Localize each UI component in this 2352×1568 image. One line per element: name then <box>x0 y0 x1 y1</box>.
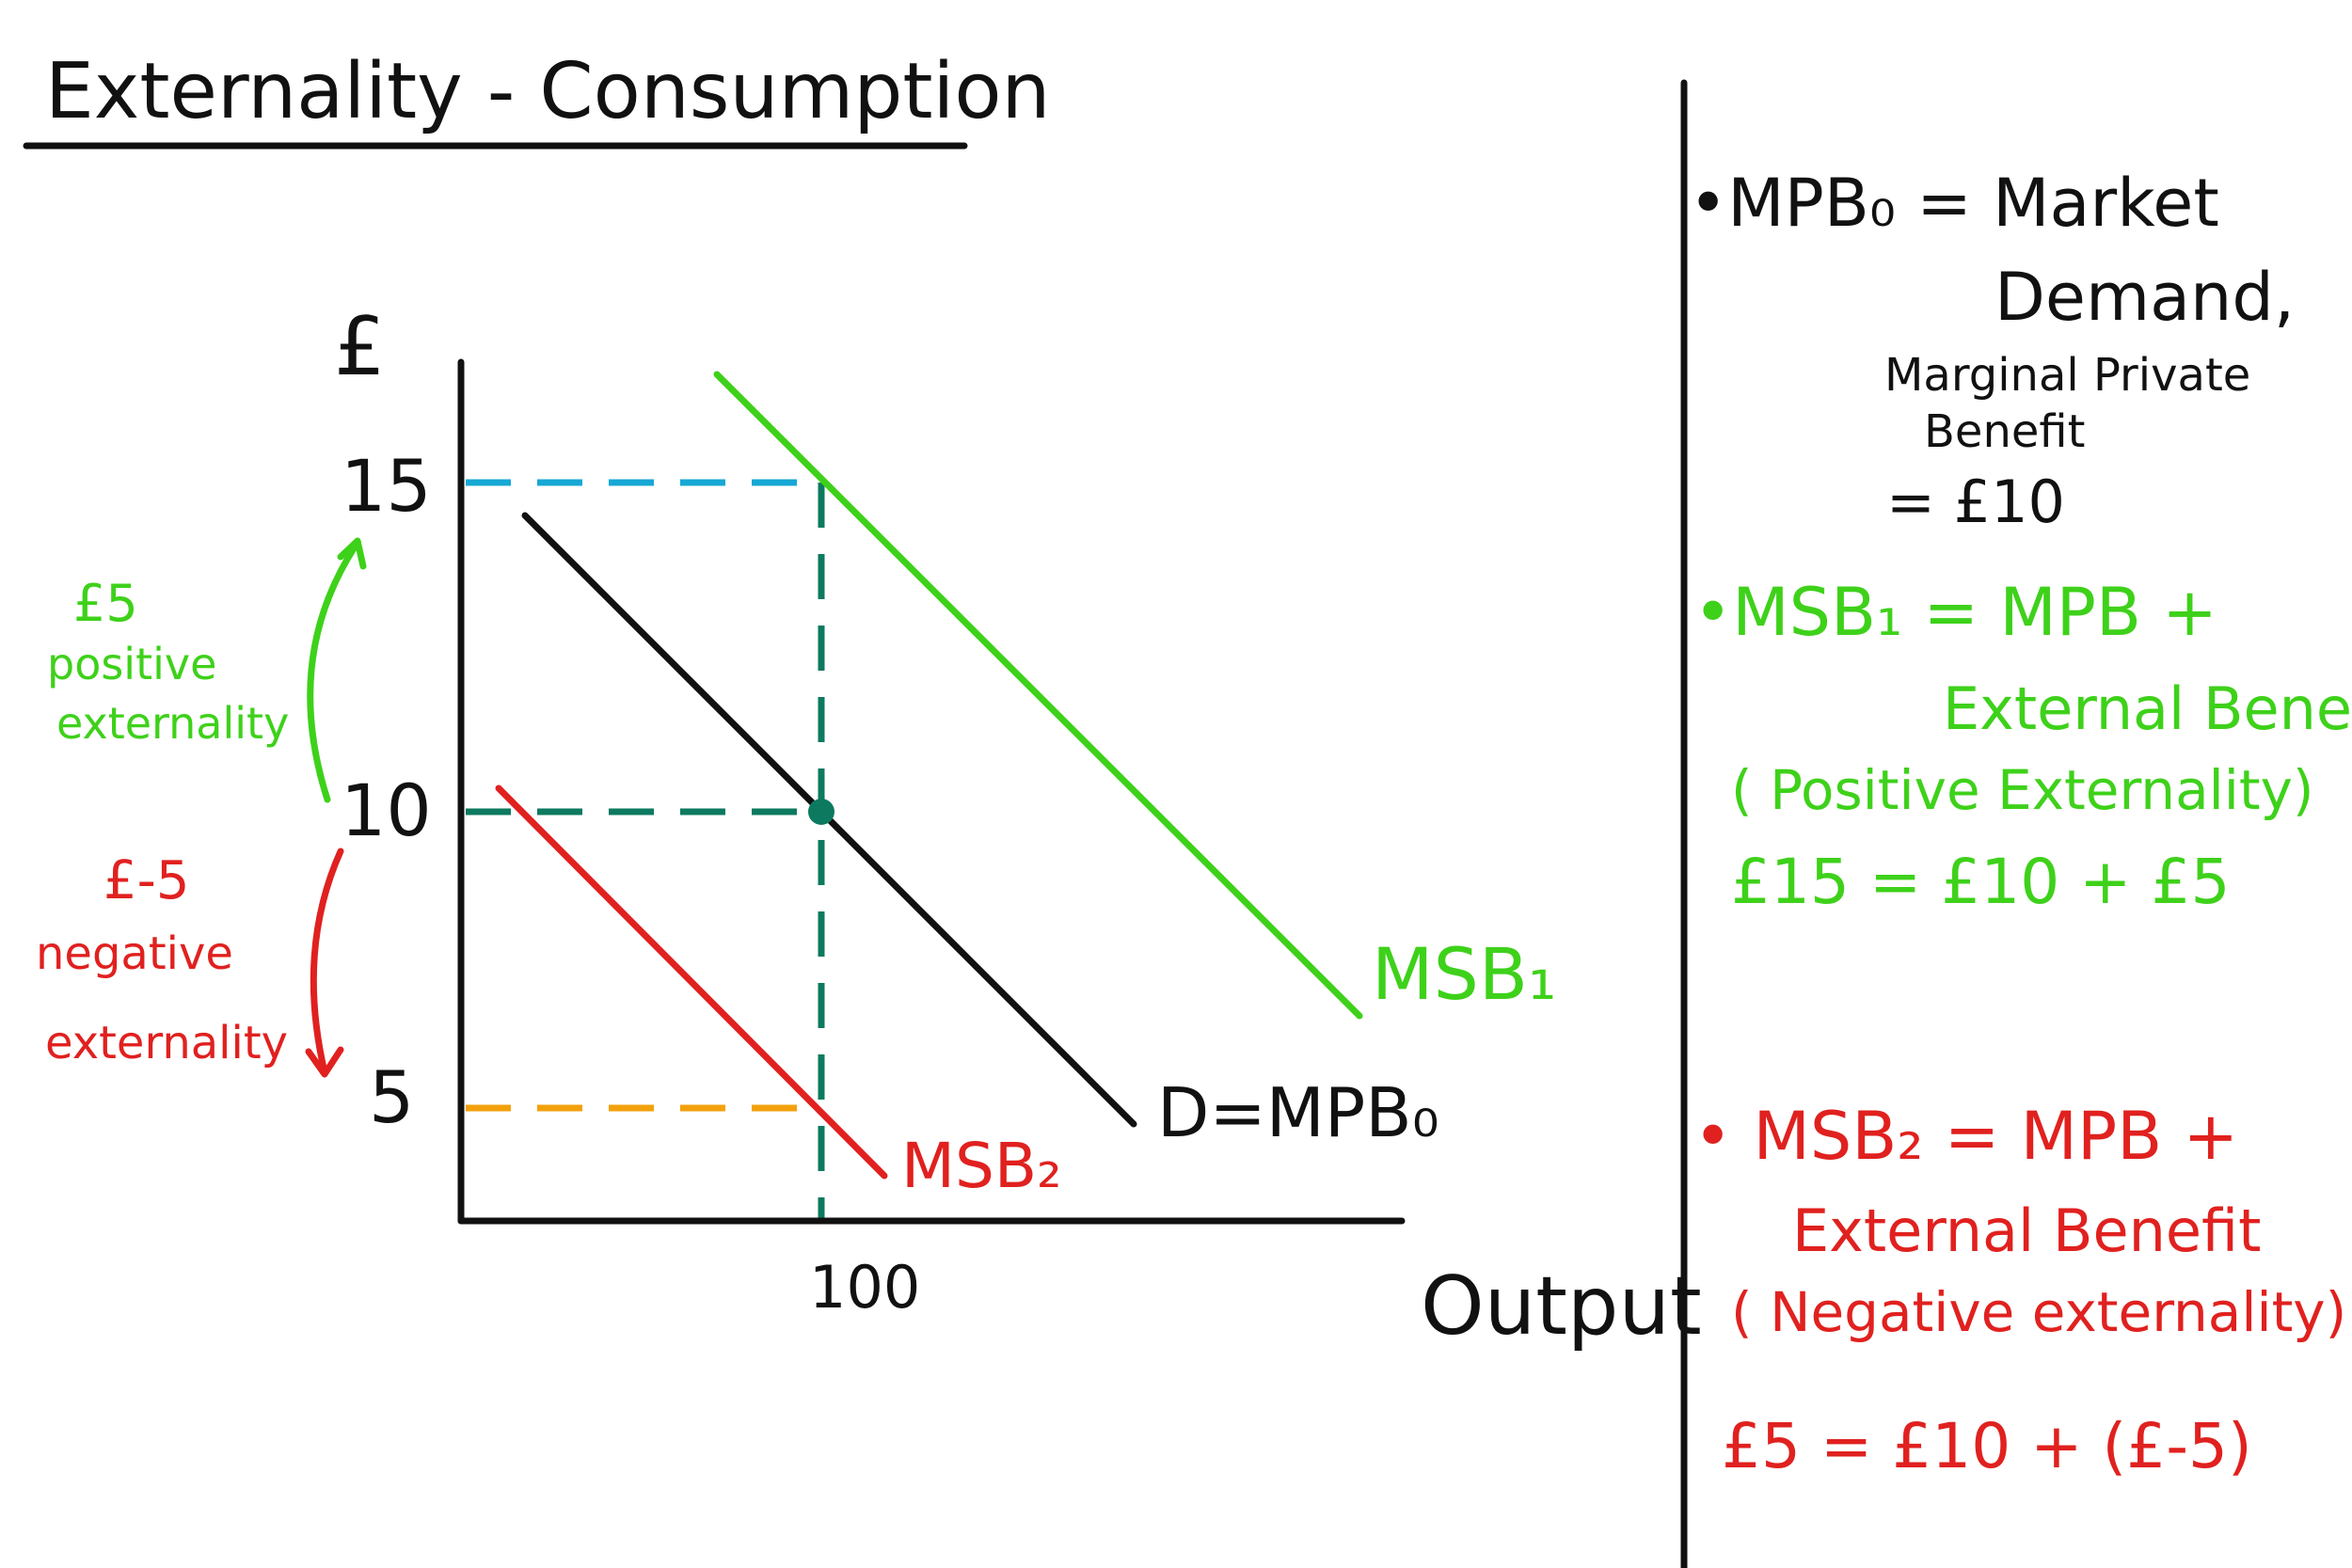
positive-externality-word: externality <box>56 698 289 749</box>
negative-arrowhead <box>305 1046 344 1078</box>
msb1-label: MSB₁ <box>1372 932 1556 1016</box>
negative-amount: £-5 <box>103 850 189 911</box>
msb2-curve <box>495 784 888 1180</box>
page-title: Externality - Consumption <box>45 47 1050 136</box>
msb1-note-line3: ( Positive Externality) <box>1731 758 2314 822</box>
negative-externality-word: externality <box>45 1017 288 1069</box>
negative-arrow <box>310 847 344 1076</box>
x-axis-label: Output <box>1421 1259 1702 1354</box>
msb1-note-line1: •MSB₁ = MPB + <box>1693 574 2217 651</box>
positive-arrow <box>307 542 359 803</box>
positive-arrowhead <box>337 537 367 570</box>
msb1-curve <box>713 371 1363 1020</box>
msb1-note-line4: £15 = £10 + £5 <box>1731 846 2230 918</box>
demand-label: D=MPB₀ <box>1157 1073 1439 1152</box>
y-tick-15: 15 <box>341 444 432 528</box>
mpb-note-line2: Demand, <box>1994 259 2295 336</box>
y-axis-label: £ <box>334 300 386 394</box>
y-tick-5: 5 <box>369 1055 414 1139</box>
msb1-note-line2: External Benefit <box>1943 674 2352 743</box>
mpb-note-line3: Marginal Private <box>1884 349 2250 402</box>
y-tick-10: 10 <box>341 768 432 852</box>
msb2-note-line4: £5 = £10 + (£-5) <box>1722 1410 2252 1482</box>
msb2-note-line3: ( Negative externality) <box>1731 1280 2346 1344</box>
mpb-note-line5: = £10 <box>1886 467 2065 536</box>
negative-word: negative <box>36 927 233 980</box>
msb2-note-line1: • MSB₂ = MPB + <box>1693 1098 2238 1175</box>
equilibrium-point <box>808 799 834 825</box>
positive-amount: £5 <box>73 574 138 633</box>
x-tick-100: 100 <box>809 1253 920 1322</box>
mpb-note-line4: Benefit <box>1924 405 2085 458</box>
positive-word: positive <box>47 639 216 689</box>
msb2-note-line2: External Benefit <box>1792 1196 2261 1265</box>
mpb-note-line1: •MPB₀ = Market <box>1689 165 2219 242</box>
msb2-label: MSB₂ <box>901 1130 1062 1202</box>
